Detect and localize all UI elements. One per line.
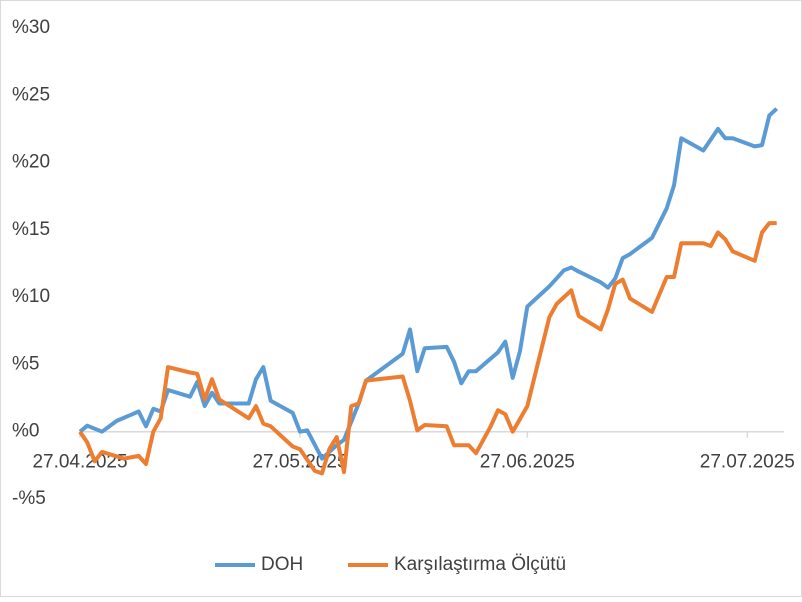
- y-tick-label: %20: [12, 152, 50, 173]
- y-tick-label: %15: [12, 219, 50, 240]
- y-tick-label: %0: [12, 421, 39, 442]
- series-line: [78, 221, 777, 476]
- x-tick-label: 27.06.2025: [480, 452, 575, 473]
- x-tick-label: 27.07.2025: [700, 452, 795, 473]
- y-tick-label: %25: [12, 84, 50, 105]
- legend-label: Karşılaştırma Ölçütü: [394, 554, 566, 575]
- y-tick-label: %10: [12, 286, 50, 307]
- y-tick-label: %30: [12, 17, 50, 38]
- legend-label: DOH: [261, 554, 303, 575]
- y-tick-label: -%5: [12, 488, 46, 509]
- x-tick-label: 27.05.2025: [252, 452, 347, 473]
- x-tick-label: 27.04.2025: [32, 452, 127, 473]
- y-tick-label: %5: [12, 353, 39, 374]
- series-line: [78, 107, 779, 461]
